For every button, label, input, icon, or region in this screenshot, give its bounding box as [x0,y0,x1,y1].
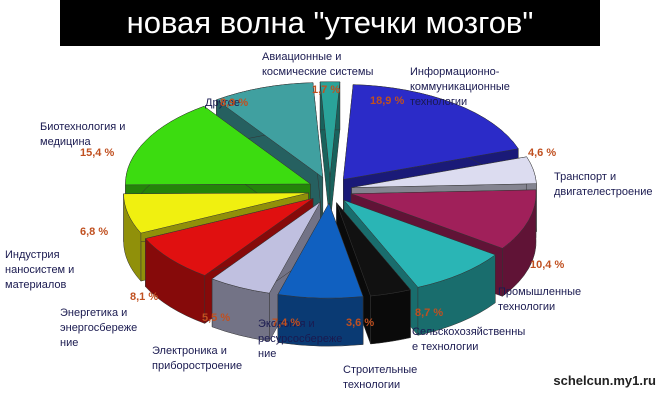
slice [343,199,496,336]
slice-top [144,198,314,276]
slice-top [342,84,519,180]
category-label: приборостроение [152,360,242,372]
value-label: 8,9 % [220,97,248,109]
slice-top [336,202,411,297]
category-label: наносистем и [5,264,74,276]
title-banner [60,0,600,46]
category-label: ресурсосбереже [258,333,342,345]
category-label: Энергетика и [60,307,127,319]
category-label: Строительные [343,364,417,376]
category-label: Сельскохозяйственны [412,326,525,338]
category-label: ние [258,348,276,360]
category-label: космические системы [262,66,373,78]
slice-top [351,156,537,188]
category-label: технологии [410,96,467,108]
category-label: Промышленные [498,286,581,298]
category-label: ние [60,337,78,349]
category-label: двигателестроение [554,186,652,198]
value-label: 4,6 % [528,147,556,159]
category-label: Транспорт и [554,171,616,183]
slice-top [343,199,496,288]
value-label: 3,6 % [346,317,374,329]
slice-top [351,189,537,249]
category-label: е технологии [412,341,478,353]
category-label: Электроника и [152,345,227,357]
category-label: Другое [205,97,240,109]
slice-top [319,81,341,177]
value-label: 15,4 % [80,147,114,159]
category-label: технологии [498,301,555,313]
value-label: 5,5 % [202,312,230,324]
slice-side [370,289,411,345]
value-label: 7,4 % [272,317,300,329]
slice-top [277,202,364,299]
category-label: технологии [343,379,400,391]
watermark: schelcun.my1.ru [553,373,656,388]
category-label: энергосбереже [60,322,137,334]
value-label: 1,7 % [312,84,340,96]
value-label: 8,1 % [130,291,158,303]
category-label: медицина [40,136,92,148]
slice-top [123,192,309,234]
slice [319,81,341,225]
category-label: Информационно- [410,66,500,78]
category-label: Авиационные и [262,51,341,63]
slice-top [211,201,321,294]
slice-top [125,105,312,186]
category-label: коммуникационные [410,81,510,93]
slice [277,202,364,347]
value-label: 8,7 % [415,307,443,319]
chart-title: новая волна "утечки мозгов" [127,5,534,40]
value-label: 6,8 % [80,226,108,238]
value-label: 10,4 % [530,259,564,271]
category-label: Индустрия [5,249,60,261]
slice-top [215,82,324,179]
value-label: 18,9 % [370,95,404,107]
category-label: Биотехнология и [40,121,125,133]
category-label: материалов [5,279,67,291]
category-label: Экология и [258,318,315,330]
